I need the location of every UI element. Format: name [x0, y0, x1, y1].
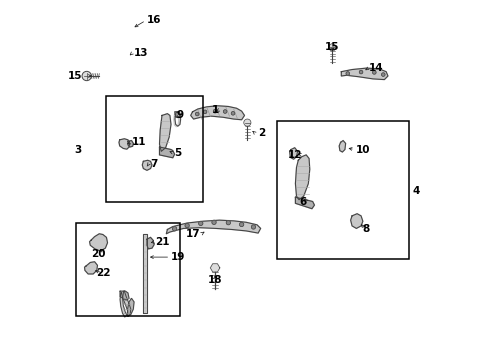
- Circle shape: [203, 110, 206, 114]
- Polygon shape: [295, 197, 314, 209]
- Circle shape: [231, 112, 234, 115]
- Polygon shape: [159, 147, 174, 158]
- Polygon shape: [159, 114, 171, 151]
- Text: 6: 6: [298, 197, 305, 207]
- Polygon shape: [142, 160, 152, 170]
- Text: 7: 7: [150, 159, 157, 169]
- Circle shape: [244, 119, 250, 126]
- Text: 4: 4: [411, 186, 419, 196]
- Polygon shape: [210, 264, 220, 272]
- Text: 15: 15: [68, 71, 82, 81]
- Circle shape: [359, 70, 362, 74]
- Polygon shape: [127, 298, 134, 316]
- Bar: [106, 96, 203, 202]
- Polygon shape: [119, 139, 129, 149]
- Circle shape: [195, 112, 199, 116]
- Circle shape: [381, 73, 384, 76]
- Text: 12: 12: [287, 150, 301, 160]
- Polygon shape: [174, 112, 180, 127]
- Circle shape: [251, 225, 255, 229]
- Polygon shape: [120, 291, 129, 300]
- Circle shape: [223, 110, 226, 113]
- Circle shape: [211, 220, 216, 225]
- Polygon shape: [84, 262, 97, 274]
- Circle shape: [346, 72, 349, 75]
- Text: 20: 20: [91, 248, 105, 258]
- Circle shape: [372, 71, 375, 74]
- Circle shape: [198, 221, 203, 226]
- Polygon shape: [147, 237, 154, 249]
- Bar: [76, 223, 180, 316]
- Text: 21: 21: [155, 237, 170, 247]
- Polygon shape: [339, 140, 345, 152]
- Circle shape: [328, 44, 335, 51]
- Circle shape: [239, 222, 244, 226]
- Polygon shape: [143, 234, 147, 313]
- Polygon shape: [295, 155, 309, 200]
- Text: 2: 2: [258, 129, 265, 138]
- Text: 8: 8: [362, 225, 369, 234]
- Polygon shape: [289, 148, 297, 159]
- Text: 13: 13: [133, 48, 147, 58]
- Text: 1: 1: [212, 105, 219, 115]
- Text: 5: 5: [174, 148, 182, 158]
- Text: 19: 19: [171, 252, 185, 262]
- Polygon shape: [89, 234, 107, 251]
- Text: 11: 11: [131, 138, 146, 147]
- Text: 14: 14: [368, 63, 383, 73]
- Text: 18: 18: [207, 275, 222, 285]
- Circle shape: [213, 109, 217, 113]
- Circle shape: [226, 221, 230, 225]
- Circle shape: [172, 226, 176, 231]
- Text: 16: 16: [146, 15, 161, 26]
- Circle shape: [82, 71, 91, 81]
- Polygon shape: [128, 140, 133, 147]
- Polygon shape: [341, 68, 387, 80]
- Polygon shape: [350, 214, 362, 228]
- Text: 3: 3: [74, 144, 81, 154]
- Polygon shape: [175, 112, 180, 117]
- Polygon shape: [120, 291, 131, 317]
- Text: 9: 9: [176, 111, 183, 121]
- Polygon shape: [166, 220, 260, 234]
- Text: 15: 15: [325, 42, 339, 51]
- Text: 17: 17: [186, 229, 201, 239]
- Text: 22: 22: [96, 268, 111, 278]
- Text: 10: 10: [355, 144, 369, 154]
- Circle shape: [184, 224, 189, 228]
- Polygon shape: [190, 106, 244, 120]
- Bar: [276, 121, 408, 259]
